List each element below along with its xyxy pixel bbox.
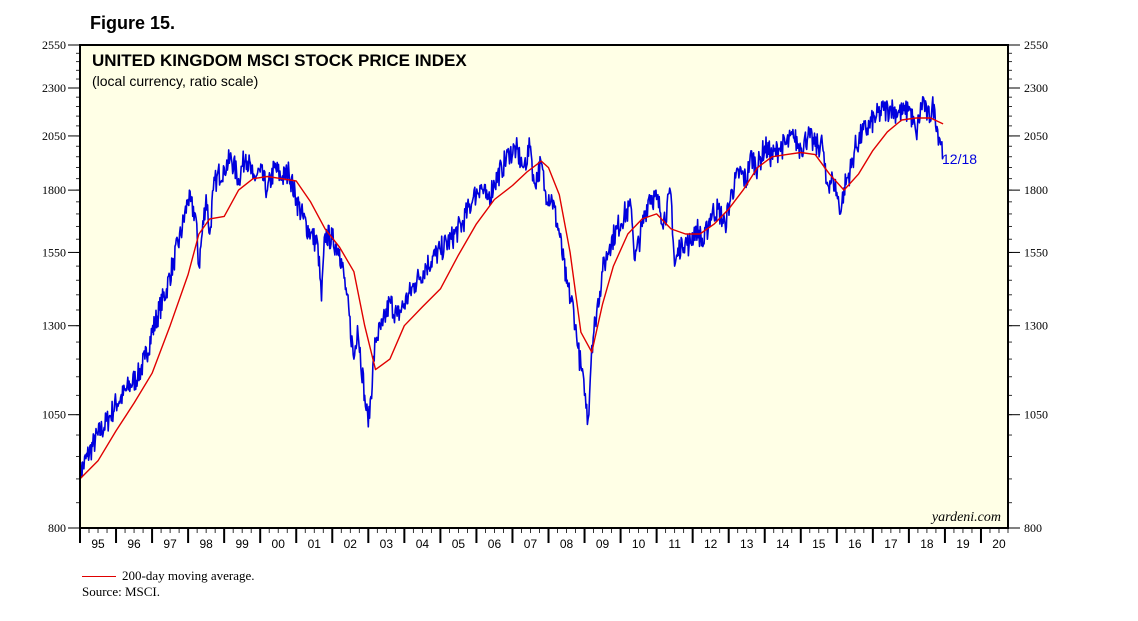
legend-item-moving-average: 200-day moving average. [82, 568, 254, 584]
x-axis: 95 96 97 98 99 00 01 02 03 04 05 06 07 08 09 10 11 12 13 14… [79, 528, 1009, 551]
x-tick-label: 14 [776, 537, 790, 551]
y-tick-label: 1800 [42, 183, 66, 197]
last-date-label: 12/18 [942, 151, 977, 167]
x-tick-label: 99 [235, 537, 249, 551]
x-tick-label: 10 [632, 537, 646, 551]
x-tick-label: 07 [524, 537, 538, 551]
y-tick-label: 800 [48, 521, 66, 535]
x-tick-label: 05 [452, 537, 466, 551]
x-tick-label: 09 [596, 537, 610, 551]
x-tick-label: 01 [308, 537, 322, 551]
plot-frame [79, 44, 1009, 529]
figure-label: Figure 15. [90, 13, 176, 33]
x-tick-label: 98 [199, 537, 213, 551]
y-tick-label: 2550 [1024, 38, 1048, 52]
x-tick-label: 00 [272, 537, 286, 551]
source-note: Source: MSCI. [82, 584, 160, 599]
y-tick-label: 1050 [1024, 408, 1048, 422]
series-layer [79, 96, 944, 480]
x-tick-label: 03 [380, 537, 394, 551]
y-tick-label: 2550 [42, 38, 66, 52]
y-tick-label: 2300 [42, 81, 66, 95]
x-tick-label: 06 [488, 537, 502, 551]
x-tick-label: 08 [560, 537, 574, 551]
y-tick-label: 2050 [1024, 129, 1048, 143]
chart-title: UNITED KINGDOM MSCI STOCK PRICE INDEX [92, 51, 467, 70]
chart-subtitle: (local currency, ratio scale) [92, 73, 258, 89]
y-tick-label: 1050 [42, 408, 66, 422]
y-tick-label: 2300 [1024, 81, 1048, 95]
x-tick-label: 19 [956, 537, 970, 551]
index-line [79, 96, 944, 478]
x-tick-label: 95 [91, 537, 105, 551]
x-tick-label: 96 [127, 537, 141, 551]
legend-swatch [82, 575, 116, 577]
y-tick-label: 1550 [1024, 245, 1048, 259]
x-tick-label: 20 [992, 537, 1006, 551]
y-axis-left: 800 1050 1300 1550 1800 2050 2300 2550 [42, 38, 80, 535]
x-tick-label: 15 [812, 537, 826, 551]
y-axis-right: 800 1050 1300 1550 1800 2050 2300 2550 [1008, 38, 1048, 535]
x-tick-label: 16 [848, 537, 862, 551]
x-tick-label: 12 [704, 537, 718, 551]
y-tick-label: 1800 [1024, 183, 1048, 197]
legend-label: 200-day moving average. [122, 568, 255, 583]
x-tick-label: 02 [344, 537, 358, 551]
y-tick-label: 1300 [1024, 319, 1048, 333]
y-tick-label: 1300 [42, 319, 66, 333]
moving-average-line [79, 117, 944, 480]
x-tick-label: 13 [740, 537, 754, 551]
x-tick-label: 11 [668, 537, 681, 551]
y-tick-label: 1550 [42, 245, 66, 259]
y-tick-label: 800 [1024, 521, 1042, 535]
legend: 200-day moving average. Source: MSCI. [82, 568, 254, 600]
x-tick-label: 18 [920, 537, 934, 551]
watermark: yardeni.com [930, 510, 1001, 525]
x-tick-label: 17 [884, 537, 898, 551]
x-tick-label: 97 [163, 537, 177, 551]
y-tick-label: 2050 [42, 129, 66, 143]
x-tick-label: 04 [416, 537, 430, 551]
plot-area [80, 45, 1008, 528]
